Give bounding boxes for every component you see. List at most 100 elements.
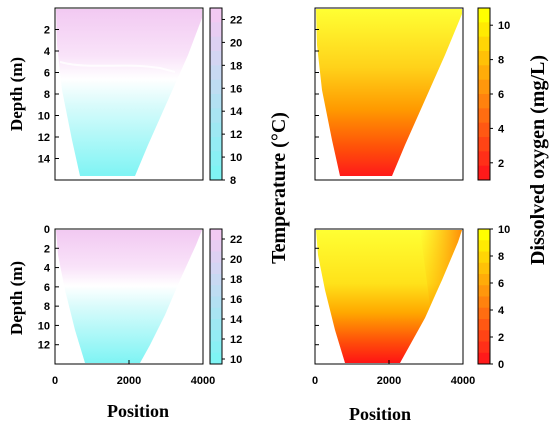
colorbar-temperature-bottom: 10 12 14 16 18 20 22 bbox=[209, 228, 243, 366]
temperature-label: Temperature (°C) bbox=[268, 112, 290, 264]
y-tick-label: 2 bbox=[44, 243, 50, 255]
colorbar-step bbox=[210, 330, 222, 342]
colorbar-step bbox=[478, 262, 490, 275]
x-ticks-oxygen-bottom: 0 2000 4000 bbox=[312, 360, 475, 387]
y-tick-label: 8 bbox=[44, 301, 50, 313]
colorbar-step bbox=[478, 251, 490, 264]
colorbar-step bbox=[210, 296, 222, 309]
colorbar-step bbox=[478, 165, 490, 181]
colorbar-oxygen-bottom: 0 2 4 6 8 10 bbox=[477, 224, 510, 371]
colorbar-tick-label: 20 bbox=[230, 254, 242, 266]
colorbar-tick-label: 10 bbox=[230, 152, 242, 164]
colorbar-step bbox=[210, 108, 222, 124]
colorbar-step bbox=[478, 79, 490, 95]
y-tick-label: 10 bbox=[38, 320, 50, 332]
y-tick-label: 14 bbox=[38, 154, 51, 166]
colorbar-tick-label: 12 bbox=[230, 129, 242, 141]
colorbar-tick-label: 4 bbox=[498, 123, 505, 135]
y-axis-label: Depth (m) bbox=[7, 261, 26, 335]
colorbar-step bbox=[210, 122, 222, 138]
colorbar-tick-label: 2 bbox=[498, 158, 504, 170]
colorbar-step bbox=[478, 94, 490, 109]
colorbar-step bbox=[210, 274, 222, 286]
colorbar-tick-label: 6 bbox=[498, 89, 504, 101]
x-axis-label: Position bbox=[107, 401, 169, 421]
y-ticks-temperature-top: 2 4 6 8 10 12 14 bbox=[38, 25, 59, 166]
x-tick-label: 0 bbox=[52, 375, 58, 387]
colorbar-tick-label: 22 bbox=[230, 234, 242, 246]
x-tick-label: 2000 bbox=[117, 375, 141, 387]
oxygen-field bbox=[316, 9, 462, 176]
colorbar-step bbox=[210, 165, 222, 181]
colorbar-step bbox=[210, 36, 222, 52]
colorbar-frame bbox=[209, 7, 223, 181]
colorbar-step bbox=[210, 285, 222, 297]
y-axis-label: Depth (m) bbox=[7, 57, 26, 131]
colorbar-tick-label: 0 bbox=[498, 359, 504, 371]
y-tick-label: 12 bbox=[38, 340, 50, 352]
colorbar-tick-label: 14 bbox=[230, 106, 243, 118]
colorbar-step bbox=[478, 274, 490, 286]
colorbar-oxygen-top: 2 4 6 8 10 bbox=[477, 7, 510, 181]
colorbar-step bbox=[478, 122, 490, 138]
y-tick-label: 8 bbox=[44, 89, 50, 101]
colorbar-step bbox=[478, 151, 490, 167]
y-tick-label: 6 bbox=[44, 282, 50, 294]
dissolved-oxygen-label: Dissolved oxygen (mg/L) bbox=[527, 55, 549, 265]
x-tick-label: 0 bbox=[312, 375, 318, 387]
colorbar-tick-label: 12 bbox=[230, 334, 242, 346]
colorbar-temperature-top: 8 10 12 14 16 18 20 22 bbox=[209, 7, 243, 187]
oxygen-edge-shading bbox=[420, 230, 462, 305]
colorbar-step bbox=[210, 22, 222, 38]
y-tick-label: 2 bbox=[44, 25, 50, 37]
colorbar-tick-label: 16 bbox=[230, 83, 242, 95]
x-tick-label: 2000 bbox=[377, 375, 401, 387]
colorbar-step bbox=[478, 8, 490, 23]
colorbar-step bbox=[478, 51, 490, 66]
colorbar-step bbox=[478, 65, 490, 81]
y-tick-label: 6 bbox=[44, 68, 50, 80]
colorbar-tick-label: 6 bbox=[498, 278, 504, 290]
colorbar-step bbox=[210, 262, 222, 275]
colorbar-tick-label: 14 bbox=[230, 314, 243, 326]
colorbar-step bbox=[210, 137, 222, 152]
y-ticks-oxygen-bottom bbox=[315, 247, 319, 365]
colorbar-tick-label: 18 bbox=[230, 60, 242, 72]
colorbar-tick-label: 4 bbox=[498, 305, 505, 317]
colorbar-step bbox=[478, 307, 490, 320]
colorbar-step bbox=[478, 330, 490, 342]
colorbar-tick-label: 18 bbox=[230, 274, 242, 286]
colorbar-step bbox=[210, 240, 222, 252]
colorbar-tick-label: 20 bbox=[230, 37, 242, 49]
colorbar-step bbox=[210, 319, 222, 331]
colorbar-step bbox=[210, 229, 222, 241]
colorbar-step bbox=[478, 137, 490, 152]
colorbar-step bbox=[210, 94, 222, 109]
colorbar-frame bbox=[209, 228, 223, 365]
panel-temperature-bottom: 10 12 14 16 18 20 22 0 2 4 6 8 10 12 0 2000 4000 Depth… bbox=[7, 224, 243, 421]
colorbar-tick-label: 8 bbox=[498, 251, 504, 263]
colorbar-step bbox=[210, 51, 222, 66]
colorbar-step bbox=[210, 251, 222, 264]
y-ticks-temperature-bottom: 0 2 4 6 8 10 12 bbox=[38, 224, 59, 352]
colorbar-tick-label: 22 bbox=[230, 14, 242, 26]
colorbar-step bbox=[210, 307, 222, 320]
panel-oxygen-top: 2 4 6 8 10 bbox=[314, 7, 510, 181]
colorbar-step bbox=[478, 22, 490, 38]
thermocline-contour bbox=[59, 61, 176, 73]
x-tick-label: 4000 bbox=[191, 375, 215, 387]
colorbar-step bbox=[478, 240, 490, 252]
colorbar-step bbox=[478, 108, 490, 124]
colorbar-step bbox=[478, 285, 490, 297]
y-tick-label: 10 bbox=[38, 111, 50, 123]
colorbar-tick-label: 2 bbox=[498, 332, 504, 344]
colorbar-step bbox=[210, 151, 222, 167]
colorbar-tick-label: 16 bbox=[230, 294, 242, 306]
colorbar-tick-label: 10 bbox=[230, 354, 242, 366]
colorbar-step bbox=[478, 229, 490, 241]
temperature-field bbox=[56, 9, 202, 176]
colorbar-step bbox=[210, 65, 222, 81]
colorbar-step bbox=[210, 341, 222, 354]
colorbar-tick-label: 10 bbox=[498, 20, 510, 32]
